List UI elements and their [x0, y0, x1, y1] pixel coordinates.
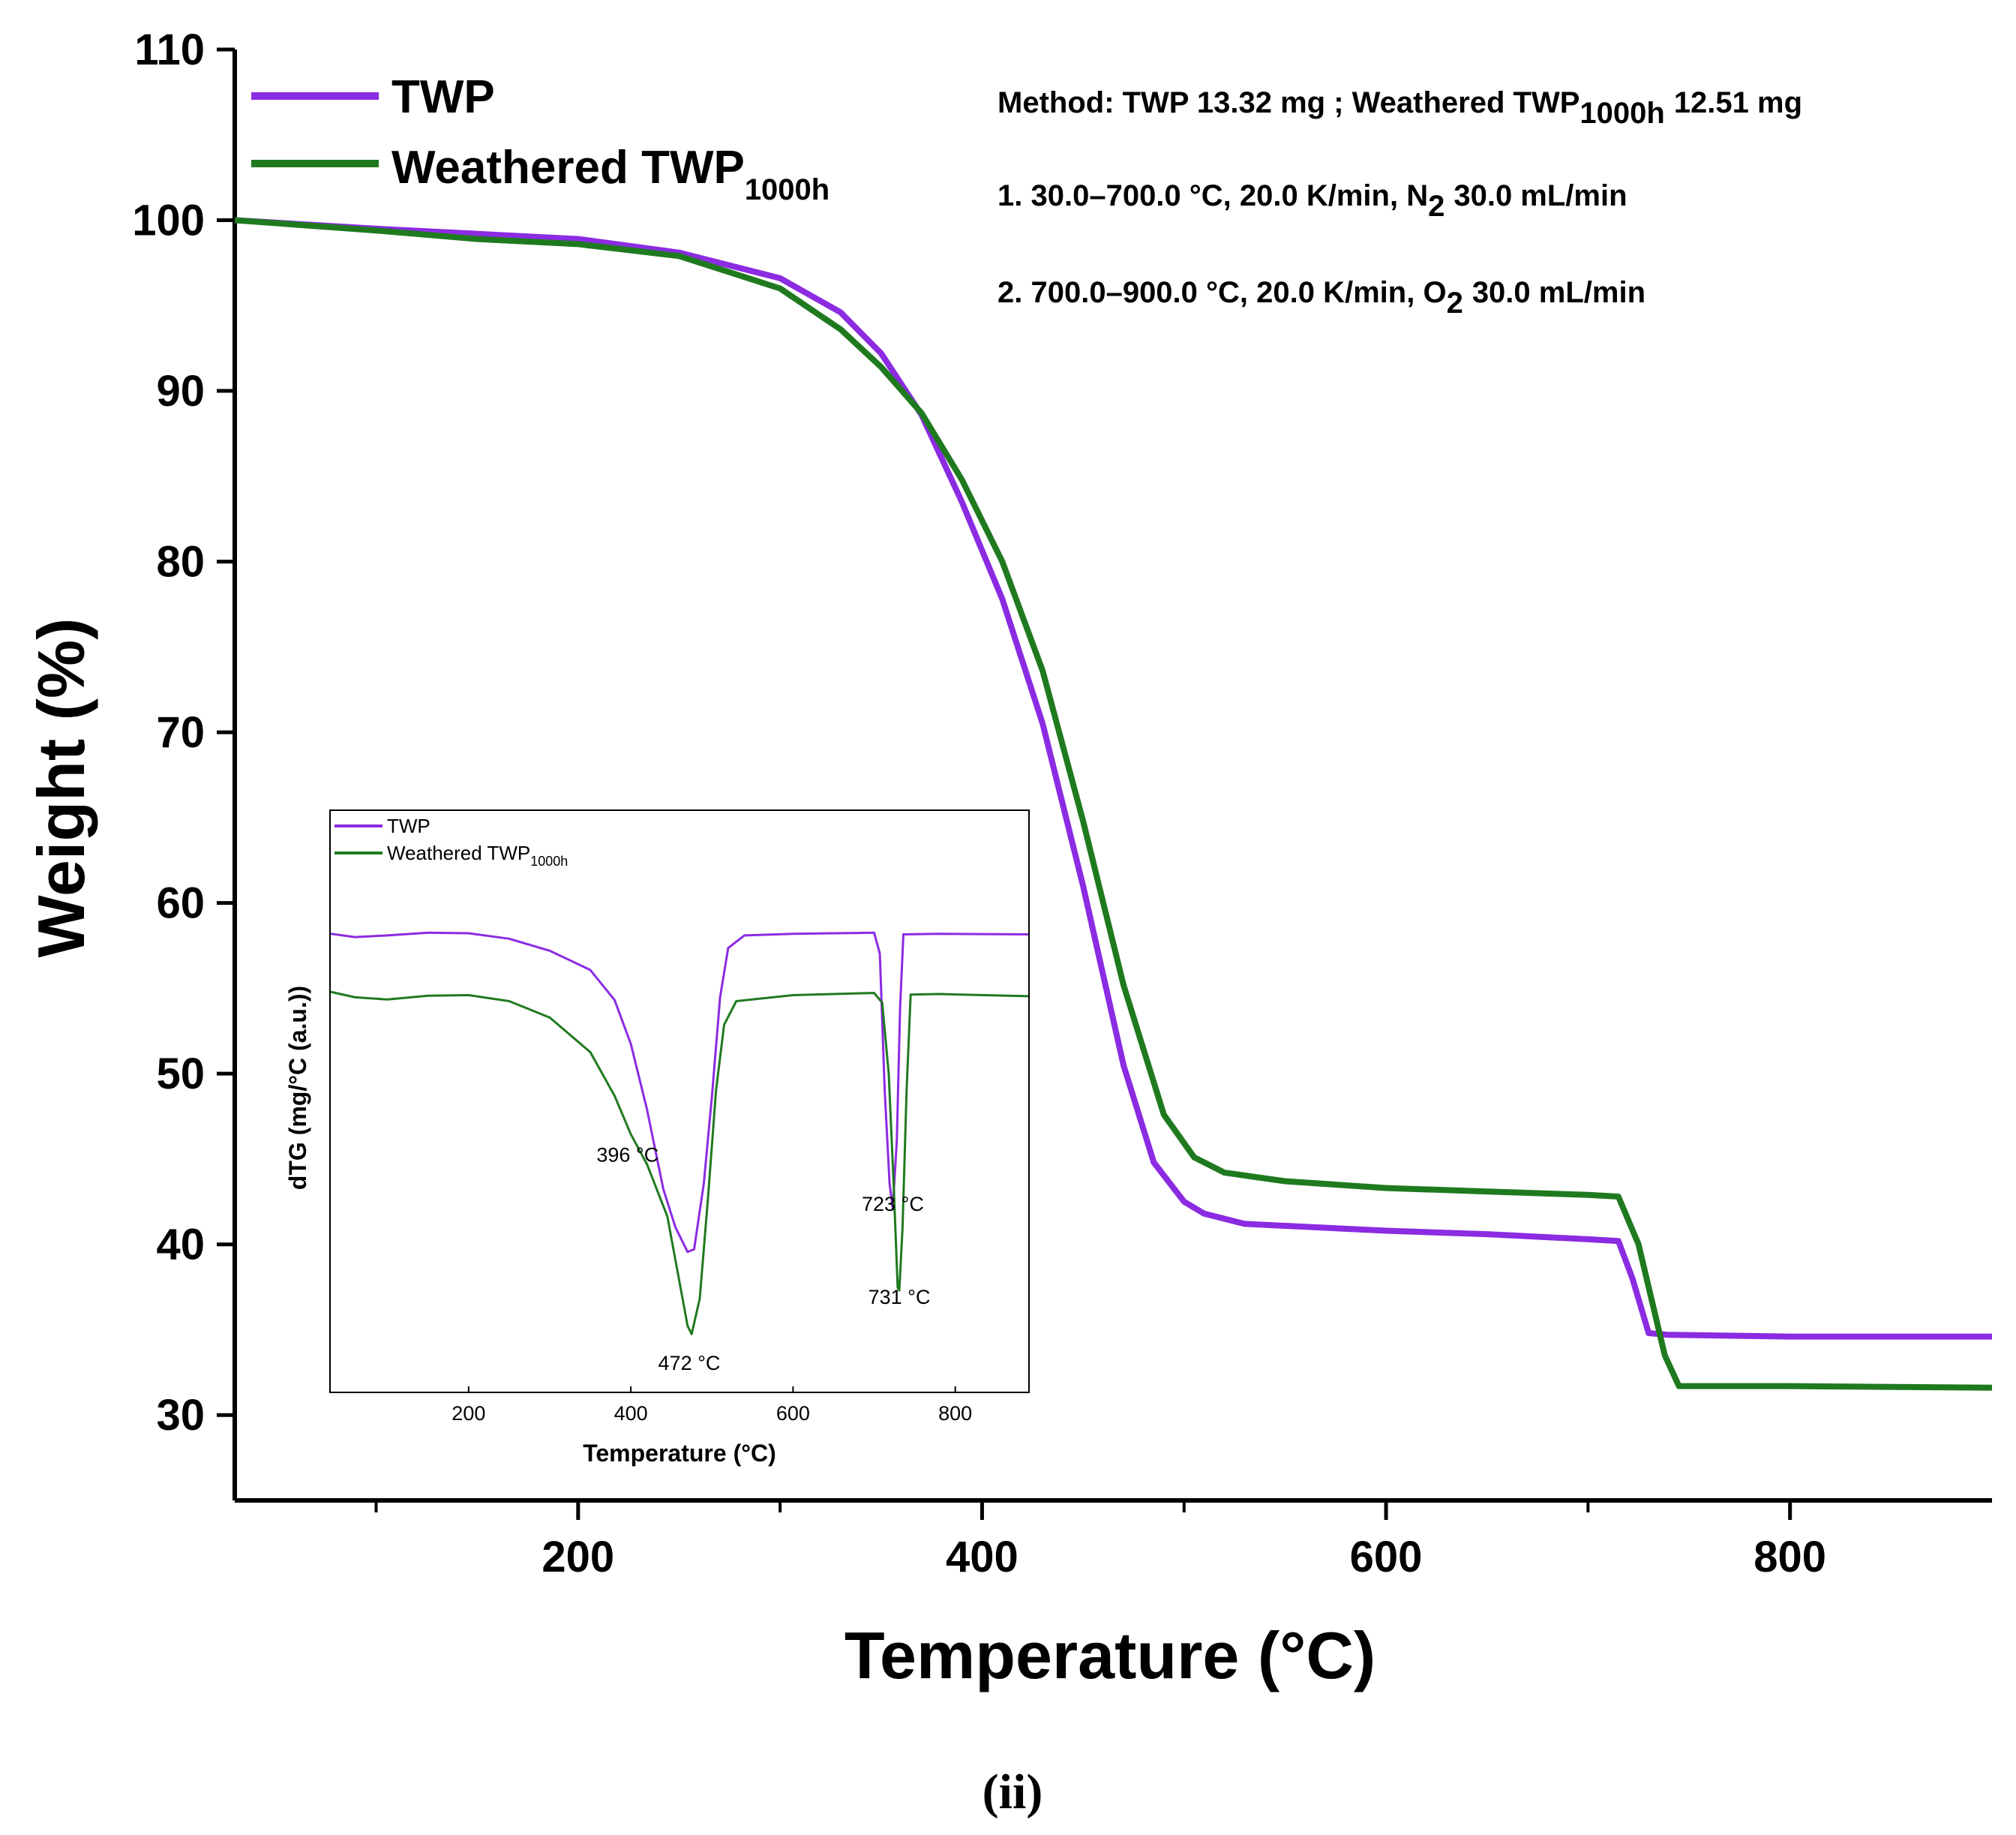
x-tick-label: 800	[1754, 1533, 1826, 1581]
step1-sub: 2	[1428, 190, 1444, 223]
inset-legend-weathered-sub: 1000h	[530, 854, 568, 869]
step2-prefix: 2. 700.0–900.0 °C, 20.0 K/min, O	[998, 276, 1447, 309]
step1-line: 1. 30.0–700.0 °C, 20.0 K/min, N2 30.0 mL/…	[998, 179, 1628, 223]
legend-label-twp: TWP	[392, 71, 495, 123]
peak-label: 396 °C	[596, 1143, 658, 1166]
method-annotation: Method: TWP 13.32 mg ; Weathered TWP1000…	[998, 86, 1802, 320]
peak-label: 723 °C	[862, 1193, 924, 1215]
step1-suffix: 30.0 mL/min	[1454, 179, 1627, 212]
x-tick-label: 200	[542, 1533, 614, 1581]
main-x-axis-title: Temperature (°C)	[844, 1618, 1376, 1692]
y-tick-label: 60	[156, 879, 205, 928]
step1-prefix: 1. 30.0–700.0 °C, 20.0 K/min, N	[998, 179, 1428, 212]
y-tick-label: 110	[134, 26, 205, 74]
inset-legend: TWP Weathered TWP1000h	[334, 815, 568, 869]
figure-caption: (ii)	[982, 1764, 1043, 1819]
y-tick-label: 100	[132, 197, 205, 245]
inset-series-line-twp	[330, 931, 1029, 1254]
inset-x-tick-label: 600	[776, 1402, 810, 1425]
y-tick-label: 70	[156, 708, 205, 757]
method-line: Method: TWP 13.32 mg ; Weathered TWP1000…	[998, 86, 1802, 130]
inset-y-axis-title: dTG (mg/°C (a.u.))	[284, 986, 311, 1190]
peak-label: 731 °C	[868, 1286, 931, 1308]
step2-sub: 2	[1447, 287, 1463, 320]
series-line-weathered-twp	[234, 217, 1993, 1391]
legend-label-weathered-main: Weathered TWP	[392, 142, 745, 194]
inset-series-line-weathered-twp	[330, 990, 1029, 1335]
inset-legend-weathered-main: Weathered TWP	[387, 842, 530, 864]
inset-chart: 200 400 600 800 396 °C 472 °C 723 °C 731 °C Te…	[284, 809, 1030, 1467]
step2-line: 2. 700.0–900.0 °C, 20.0 K/min, O2 30.0 mL…	[998, 276, 1646, 320]
main-legend: TWP Weathered TWP1000h	[251, 71, 830, 206]
peak-label: 472 °C	[658, 1352, 721, 1374]
series-line-twp	[234, 217, 1992, 1340]
x-tick-label: 400	[946, 1533, 1018, 1581]
method-suffix: 12.51 mg	[1674, 86, 1802, 119]
inset-frame	[329, 809, 1030, 1393]
legend-label-weathered-sub: 1000h	[745, 173, 830, 206]
y-tick-label: 90	[156, 367, 205, 416]
y-tick-label: 80	[156, 538, 205, 587]
inset-x-tick-label: 200	[452, 1402, 485, 1425]
inset-x-tick-label: 800	[938, 1402, 972, 1425]
x-tick-label: 600	[1350, 1533, 1423, 1581]
y-tick-label: 30	[156, 1391, 205, 1440]
inset-legend-label-twp: TWP	[387, 815, 430, 837]
inset-x-axis-title: Temperature (°C)	[583, 1440, 776, 1467]
legend-label-weathered-twp: Weathered TWP1000h	[392, 142, 830, 206]
inset-x-tick-label: 400	[614, 1402, 648, 1425]
y-tick-label: 40	[156, 1221, 205, 1269]
main-y-axis-title: Weight (%)	[24, 618, 98, 958]
step2-suffix: 30.0 mL/min	[1472, 276, 1646, 309]
inset-legend-label-weathered-twp: Weathered TWP1000h	[387, 842, 568, 869]
main-chart: 200 400 600 800 30 40 50 60 70 80 90 100 110 Temper…	[24, 26, 1993, 1692]
method-sub: 1000h	[1580, 97, 1664, 130]
method-prefix: Method: TWP 13.32 mg ; Weathered TWP	[998, 86, 1580, 119]
y-tick-label: 50	[156, 1050, 205, 1098]
